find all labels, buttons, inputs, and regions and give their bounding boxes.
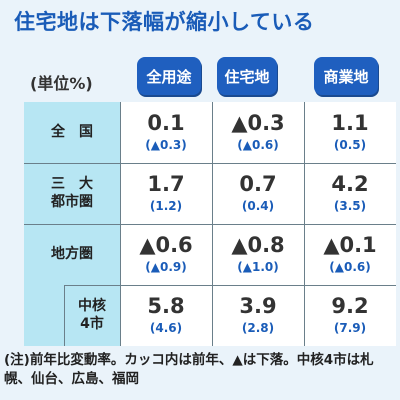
current-value: 5.8 xyxy=(147,294,185,318)
previous-value: (3.5) xyxy=(333,199,367,214)
current-value: ▲0.3 xyxy=(231,111,285,135)
grid-line xyxy=(304,102,305,346)
current-value: 1.1 xyxy=(331,111,369,135)
value-cell: 4.2 (3.5) xyxy=(304,163,396,224)
value-cell: 5.8 (4.6) xyxy=(120,285,212,346)
grid-line xyxy=(120,102,121,346)
current-value: 1.7 xyxy=(147,172,185,196)
current-value: 0.1 xyxy=(147,111,185,135)
value-cell: 0.7 (0.4) xyxy=(212,163,304,224)
previous-value: (4.6) xyxy=(149,321,183,336)
current-value: 4.2 xyxy=(331,172,369,196)
value-cell: 3.9 (2.8) xyxy=(212,285,304,346)
current-value: ▲0.8 xyxy=(231,233,285,257)
grid-line xyxy=(212,102,213,346)
page-title: 住宅地は下落幅が縮小している xyxy=(14,10,315,34)
current-value: 0.7 xyxy=(239,172,277,196)
grid-line xyxy=(24,224,396,225)
value-cell: 0.1 (▲0.3) xyxy=(120,102,212,163)
column-header: 商業地 xyxy=(314,57,378,95)
data-table: 全 国 0.1 (▲0.3) ▲0.3 (▲0.6) 1.1 (0.5) 三 大都市圏 1.7 (… xyxy=(24,102,396,346)
footnote: (注)前年比変動率。カッコ内は前年、▲は下落。中核4市は札幌、仙台、広島、福岡 xyxy=(4,352,374,387)
previous-value: (2.8) xyxy=(241,321,275,336)
row-label: 三 大都市圏 xyxy=(24,163,120,224)
grid-line xyxy=(24,163,396,164)
row-label: 全 国 xyxy=(24,102,120,163)
previous-value: (▲0.6) xyxy=(329,260,371,275)
row-label: 地方圏 xyxy=(24,224,120,285)
previous-value: (▲0.6) xyxy=(237,138,279,153)
previous-value: (1.2) xyxy=(149,199,183,214)
value-cell: 1.1 (0.5) xyxy=(304,102,396,163)
value-cell: ▲0.1 (▲0.6) xyxy=(304,224,396,285)
group-bracket xyxy=(24,285,64,346)
previous-value: (7.9) xyxy=(333,321,367,336)
grid-line xyxy=(64,285,396,286)
value-cell: 9.2 (7.9) xyxy=(304,285,396,346)
row-label: 中核 4市 xyxy=(64,285,120,346)
previous-value: (▲0.3) xyxy=(145,138,187,153)
current-value: ▲0.6 xyxy=(139,233,193,257)
column-header: 住宅地 xyxy=(217,57,277,95)
previous-value: (0.4) xyxy=(241,199,275,214)
current-value: 9.2 xyxy=(331,294,369,318)
value-cell: ▲0.6 (▲0.9) xyxy=(120,224,212,285)
value-cell: ▲0.8 (▲1.0) xyxy=(212,224,304,285)
previous-value: (▲1.0) xyxy=(237,260,279,275)
previous-value: (▲0.9) xyxy=(145,260,187,275)
unit-label: (単位%) xyxy=(30,74,93,93)
current-value: ▲0.1 xyxy=(323,233,377,257)
current-value: 3.9 xyxy=(239,294,277,318)
previous-value: (0.5) xyxy=(333,138,367,153)
value-cell: ▲0.3 (▲0.6) xyxy=(212,102,304,163)
value-cell: 1.7 (1.2) xyxy=(120,163,212,224)
grid-line xyxy=(64,285,65,346)
column-header: 全用途 xyxy=(137,57,201,95)
